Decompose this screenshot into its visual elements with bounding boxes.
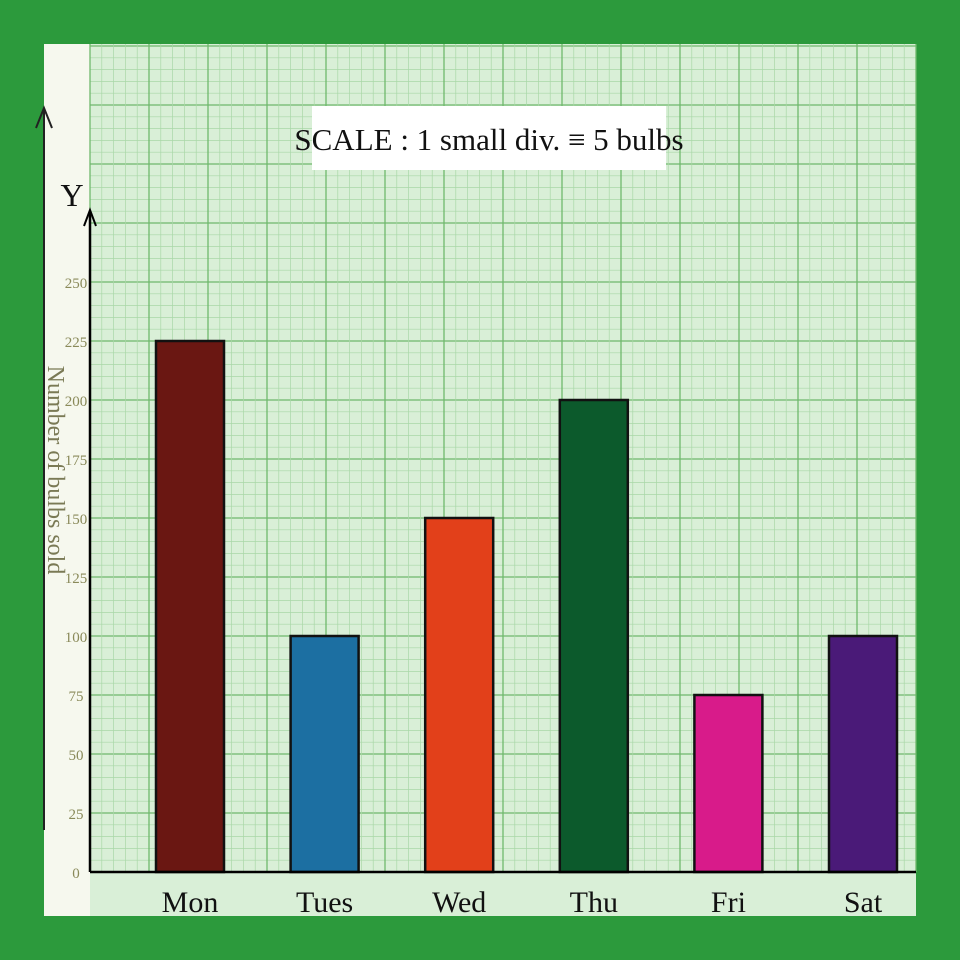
y-tick-label: 0 — [72, 866, 80, 882]
bar-thu — [558, 398, 630, 874]
bar-sat — [827, 634, 899, 874]
y-axis-arrowhead — [83, 207, 97, 227]
x-tick-label: Sat — [844, 886, 883, 919]
y-axis-label: Number of bulbs sold — [42, 366, 68, 575]
y-tick-label: 150 — [65, 512, 88, 528]
y-tick-label: 25 — [69, 807, 84, 823]
bar-tues — [289, 634, 360, 874]
y-tick-label: 250 — [65, 276, 88, 292]
y-label-arrow-head — [35, 105, 53, 129]
y-tick-label: 175 — [65, 453, 88, 469]
y-tick-labels: 0 25 50 75 100 125 150 175 200 225 250 — [65, 276, 88, 882]
bar-mon — [154, 339, 226, 874]
bars-group — [154, 339, 899, 874]
y-tick-label: 100 — [65, 630, 88, 646]
y-tick-label: 200 — [65, 394, 88, 410]
y-axis-letter: Y — [60, 177, 83, 213]
paper-margin — [44, 44, 90, 916]
y-tick-label: 50 — [69, 748, 84, 764]
x-tick-label: Thu — [570, 886, 618, 919]
x-tick-label: Fri — [711, 886, 746, 919]
bar-wed — [423, 516, 495, 874]
axes-group — [83, 207, 916, 874]
y-tick-label: 75 — [69, 689, 84, 705]
chart-title: SCALE : 1 small div. ≡ 5 bulbs — [294, 122, 683, 157]
y-tick-label: 125 — [65, 571, 88, 587]
x-tick-label: Wed — [432, 886, 486, 919]
x-tick-label: Mon — [162, 886, 219, 919]
x-tick-label: Tues — [296, 886, 353, 919]
x-tick-labels: Mon Tues Wed Thu Fri Sat — [162, 886, 883, 919]
bottom-frame-band — [56, 918, 904, 960]
y-tick-label: 225 — [65, 335, 88, 351]
bar-fri — [693, 693, 764, 874]
scale-note-box — [312, 106, 666, 170]
